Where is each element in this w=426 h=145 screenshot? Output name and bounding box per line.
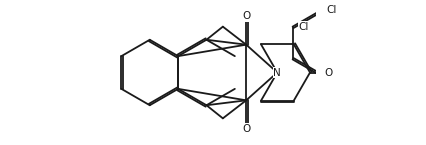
Text: Cl: Cl [327,5,337,15]
Text: O: O [324,68,332,77]
Text: Cl: Cl [299,22,309,32]
Text: O: O [242,124,250,134]
Text: O: O [242,11,250,21]
Text: N: N [273,68,281,77]
